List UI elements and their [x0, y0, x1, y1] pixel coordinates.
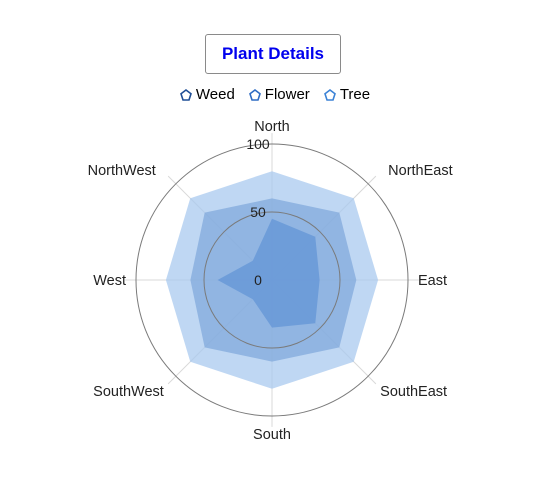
legend-item-tree[interactable]: Tree	[323, 86, 371, 103]
tick-label: 0	[254, 272, 262, 288]
axis-label: West	[93, 273, 126, 289]
axis-label: South	[253, 427, 291, 443]
series-area-tree	[217, 218, 320, 328]
chart-title: Plant Details	[205, 34, 341, 74]
axis-label: East	[418, 273, 447, 289]
pentagon-icon	[248, 88, 261, 101]
tick-label: 50	[250, 204, 266, 220]
axis-label: NorthWest	[88, 163, 156, 179]
legend-label-flower: Flower	[264, 86, 310, 103]
axis-label: SouthWest	[93, 384, 164, 400]
pentagon-icon	[179, 88, 192, 101]
legend-item-flower[interactable]: Flower	[248, 86, 310, 103]
axis-label: NorthEast	[388, 163, 452, 179]
pentagon-icon	[323, 88, 336, 101]
axis-label: SouthEast	[380, 384, 447, 400]
legend: Weed Flower Tree	[0, 86, 550, 103]
tick-label: 100	[246, 136, 270, 152]
legend-label-weed: Weed	[195, 86, 235, 103]
grid-circle	[203, 211, 341, 349]
axis-label: North	[254, 119, 289, 135]
legend-label-tree: Tree	[339, 86, 371, 103]
legend-item-weed[interactable]: Weed	[179, 86, 235, 103]
grid-circle	[135, 143, 409, 417]
